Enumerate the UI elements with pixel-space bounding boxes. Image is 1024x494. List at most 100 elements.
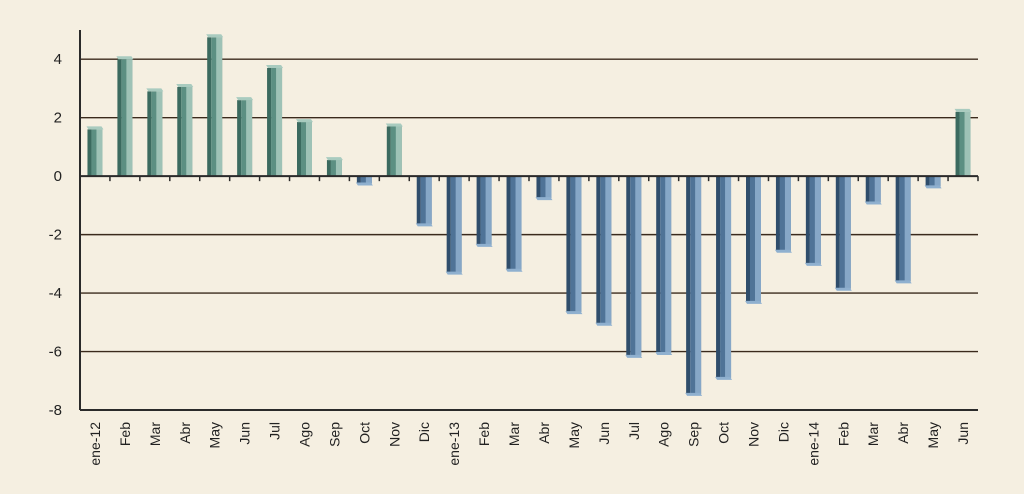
bar-side: [87, 129, 92, 177]
bar-highlight: [934, 176, 941, 187]
x-category-label: ene-13: [446, 422, 462, 466]
x-category-label: Sep: [326, 422, 342, 447]
x-category-label: May: [925, 422, 941, 448]
bar: [475, 176, 493, 247]
x-category-label: ene-12: [87, 422, 103, 466]
bar-highlight: [725, 176, 732, 378]
x-category-label: Jun: [237, 422, 253, 445]
bar: [325, 157, 343, 177]
bar-cap: [625, 354, 643, 358]
bar-side: [746, 176, 750, 302]
bar-side: [805, 176, 810, 264]
bar-highlight: [695, 176, 702, 394]
x-category-label: Oct: [716, 422, 732, 444]
bar-cap: [535, 197, 553, 201]
x-category-label: Abr: [895, 422, 911, 444]
bar: [834, 176, 852, 291]
bar-side: [386, 126, 391, 177]
bar: [385, 123, 403, 177]
bar-cap: [864, 201, 882, 205]
bar-side: [177, 87, 182, 177]
bar: [565, 176, 583, 315]
bar-cap: [146, 88, 164, 92]
bar-side: [207, 37, 212, 177]
y-tick-label: 0: [54, 168, 62, 185]
x-category-label: Ago: [297, 422, 313, 447]
y-tick-label: 2: [54, 110, 62, 127]
bar: [625, 176, 643, 358]
x-category-label: Jul: [626, 422, 642, 440]
bar: [146, 88, 164, 177]
bar-side: [147, 91, 152, 177]
bar-side: [326, 160, 331, 177]
x-category-label: ene-14: [805, 422, 821, 466]
y-tick-label: -2: [49, 227, 62, 244]
bar-side: [626, 176, 631, 356]
bar-highlight: [276, 68, 283, 177]
bar-cap: [116, 56, 134, 60]
bar: [236, 97, 254, 177]
bar-highlight: [335, 160, 342, 177]
bar-cap: [355, 182, 373, 186]
bar: [685, 176, 703, 396]
bar: [266, 65, 284, 177]
bar-highlight: [156, 91, 163, 177]
bar-highlight: [545, 176, 552, 199]
bar: [86, 126, 104, 177]
y-tick-label: -4: [49, 285, 62, 302]
bar-highlight: [306, 122, 312, 177]
bar-side: [596, 176, 601, 324]
bar-highlight: [784, 176, 791, 251]
bars-layer: [86, 34, 972, 396]
bar-side: [297, 122, 301, 177]
bar: [296, 119, 313, 177]
bar-highlight: [96, 129, 103, 177]
bar-side: [835, 176, 840, 289]
bar: [415, 176, 433, 227]
bar-side: [955, 111, 960, 177]
bar-highlight: [246, 100, 253, 177]
bar-highlight: [186, 87, 193, 177]
x-category-label: Mar: [865, 422, 881, 446]
bar-cap: [266, 65, 284, 68]
bar-side: [865, 176, 870, 203]
bar-cap: [685, 392, 703, 396]
bar: [954, 108, 972, 177]
bar: [894, 176, 912, 284]
bar-highlight: [395, 126, 402, 177]
bar-side: [895, 176, 900, 282]
bar-highlight: [755, 176, 761, 302]
x-category-label: Feb: [117, 422, 133, 446]
bar-cap: [445, 271, 463, 275]
bar-highlight: [126, 59, 133, 177]
x-category-label: Abr: [177, 422, 193, 444]
x-category-label: Dic: [775, 422, 791, 442]
bar-side: [656, 176, 661, 353]
bar-cap: [325, 157, 343, 161]
bar-side: [775, 176, 780, 251]
bar-side: [925, 176, 930, 187]
bar-cap: [834, 287, 852, 291]
bar-highlight: [515, 176, 522, 270]
bar-cap: [954, 108, 972, 112]
bar: [206, 34, 224, 177]
bar-cap: [176, 84, 194, 87]
bar: [595, 176, 613, 326]
y-tick-labels: -8 -6 -4 -2 0 2 4: [49, 51, 62, 419]
x-category-label: Mar: [506, 422, 522, 446]
bar: [655, 176, 673, 355]
axis-layer: [79, 30, 979, 411]
bar-side: [536, 176, 541, 199]
x-category-label: May: [566, 422, 582, 448]
bar-cap: [595, 322, 613, 326]
bar-cap: [475, 243, 493, 247]
bar-highlight: [575, 176, 582, 313]
bar: [864, 176, 882, 205]
bar-side: [566, 176, 571, 313]
bar-cap: [924, 185, 942, 189]
bar: [445, 176, 463, 275]
bar-side: [356, 176, 361, 184]
bar-highlight: [904, 176, 911, 282]
x-category-label: Nov: [386, 422, 402, 447]
